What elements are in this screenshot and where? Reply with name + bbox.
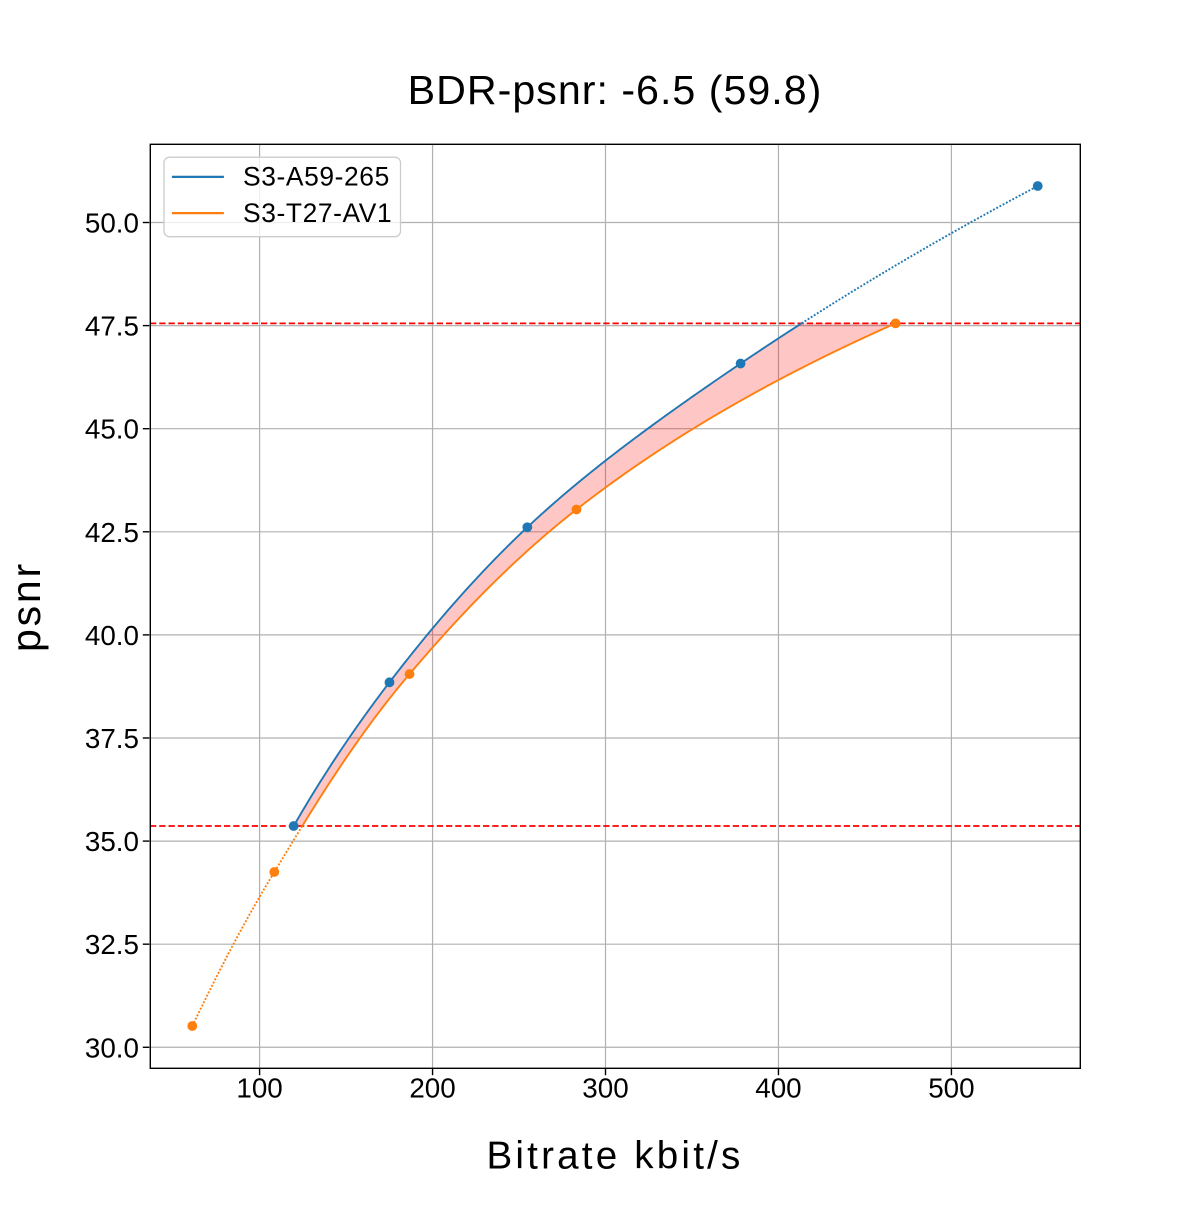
svg-text:50.0: 50.0 <box>85 208 139 239</box>
svg-text:32.5: 32.5 <box>85 929 139 960</box>
svg-text:500: 500 <box>928 1073 974 1104</box>
svg-text:300: 300 <box>582 1073 628 1104</box>
svg-text:40.0: 40.0 <box>85 620 139 651</box>
svg-text:42.5: 42.5 <box>85 517 139 548</box>
svg-text:47.5: 47.5 <box>85 311 139 342</box>
svg-text:35.0: 35.0 <box>85 826 139 857</box>
svg-text:400: 400 <box>755 1073 801 1104</box>
svg-text:S3-A59-265: S3-A59-265 <box>243 162 390 192</box>
svg-text:45.0: 45.0 <box>85 414 139 445</box>
svg-text:37.5: 37.5 <box>85 723 139 754</box>
svg-text:psnr: psnr <box>3 561 49 652</box>
svg-text:30.0: 30.0 <box>85 1032 139 1063</box>
svg-text:100: 100 <box>236 1073 282 1104</box>
svg-text:BDR-psnr: -6.5 (59.8): BDR-psnr: -6.5 (59.8) <box>408 67 823 113</box>
svg-text:Bitrate kbit/s: Bitrate kbit/s <box>486 1135 743 1178</box>
svg-text:200: 200 <box>409 1073 455 1104</box>
svg-text:S3-T27-AV1: S3-T27-AV1 <box>243 198 392 228</box>
